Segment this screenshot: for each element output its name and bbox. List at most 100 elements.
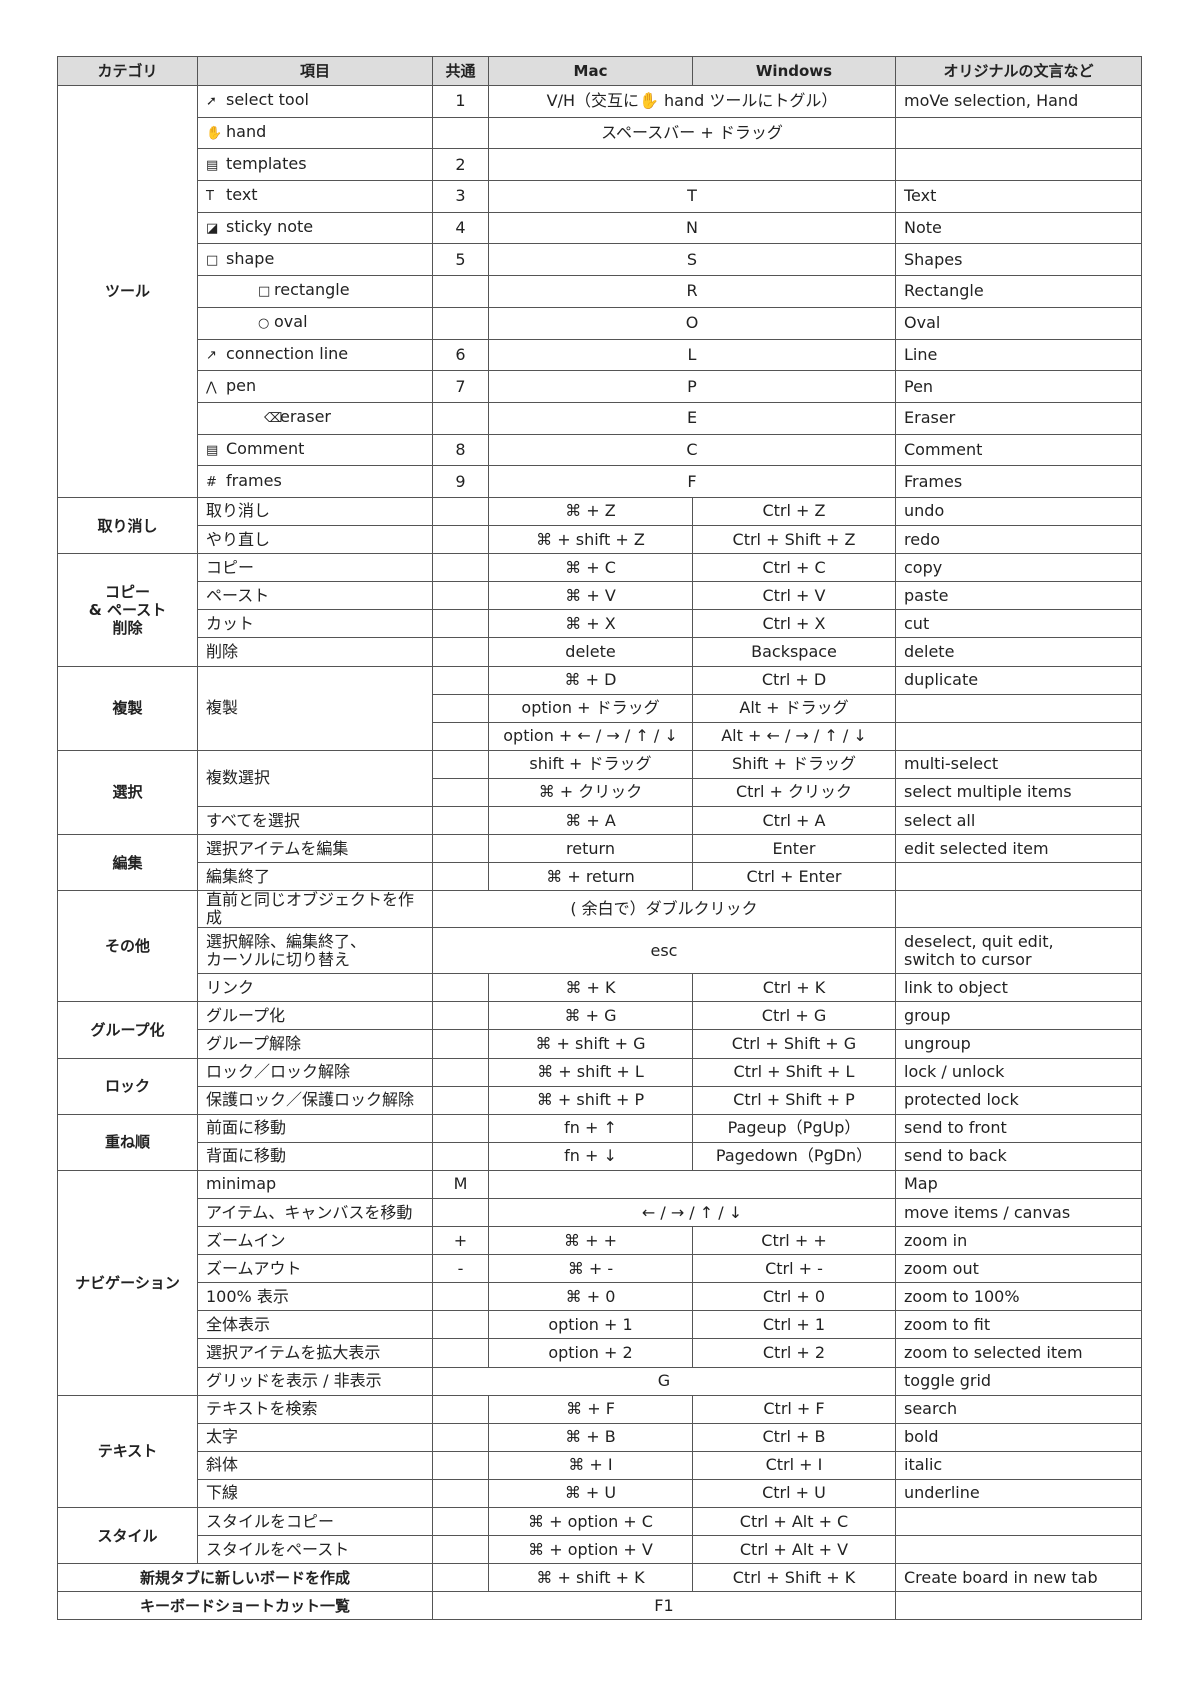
common-cell <box>432 496 489 527</box>
item-label: hand <box>226 122 267 142</box>
common-cell <box>432 1394 489 1424</box>
item-cell: 選択解除、編集終了、 カーソルに切り替え <box>197 927 433 975</box>
original-cell: edit selected item <box>895 834 1142 864</box>
category-cell: 取り消し <box>57 496 198 555</box>
common-cell <box>432 1422 489 1452</box>
windows-cell: Ctrl + F <box>692 1394 896 1424</box>
windows-cell: Ctrl + G <box>692 1001 896 1031</box>
table-row: ナビゲーション minimap M Map <box>57 1169 1142 1396</box>
original-cell: Frames <box>895 465 1142 498</box>
shortcut-cell: ( 余白で）ダブルクリック <box>432 890 896 929</box>
table-row: ◪ sticky note 4 N Note <box>58 211 1142 245</box>
item-cell: グループ解除 <box>197 1029 433 1059</box>
item-cell: 複数選択 <box>197 749 433 807</box>
item-label: 背面に移動 <box>206 1146 287 1166</box>
shortcut-cell <box>488 1169 896 1200</box>
category-cell: その他 <box>57 890 198 1003</box>
mac-cell: ⌘ + A <box>488 805 693 836</box>
windows-cell: Ctrl + K <box>692 973 896 1003</box>
common-cell <box>432 275 489 308</box>
mac-cell: fn + ↓ <box>488 1141 693 1171</box>
original-cell: paste <box>895 581 1142 611</box>
item-label: 取り消し <box>206 501 271 521</box>
windows-cell: Ctrl + Alt + V <box>692 1535 896 1565</box>
table-body: ツール ➚ select tool 1 V/H（交互に✋ hand ツールにトグル） mo… <box>57 85 1142 1621</box>
item-cell: 保護ロック／保護ロック解除 <box>197 1085 433 1115</box>
item-cell: 削除 <box>197 637 433 667</box>
common-cell <box>432 1197 489 1228</box>
tool-icon: ○ <box>258 316 270 332</box>
windows-cell: Ctrl + V <box>692 581 896 611</box>
item-label: shape <box>226 248 275 268</box>
mac-cell: ⌘ + F <box>488 1394 693 1424</box>
shortcut-cell: R <box>488 275 896 308</box>
table-row: 選択アイテムを拡大表示 option + 2 Ctrl + 2 zoom to sel… <box>58 1338 1142 1368</box>
item-cell: 直前と同じオブジェクトを作成 <box>197 890 433 929</box>
windows-cell: Alt + ← / → / ↑ / ↓ <box>692 721 896 751</box>
item-cell: ↗ connection line <box>197 338 433 372</box>
mac-cell: option + 2 <box>488 1338 693 1368</box>
item-label: グループ解除 <box>206 1033 302 1053</box>
shortcut-cell <box>488 148 896 182</box>
common-cell <box>432 525 489 555</box>
common-cell <box>432 609 489 639</box>
common-cell <box>432 973 489 1003</box>
original-cell <box>895 890 1142 929</box>
item-label: 全体表示 <box>206 1314 271 1334</box>
windows-cell: Ctrl + D <box>692 665 896 695</box>
table-row: # frames 9 F Frames <box>58 465 1142 498</box>
common-cell: 8 <box>432 433 489 467</box>
table-row: 全体表示 option + 1 Ctrl + 1 zoom to fit <box>58 1310 1142 1340</box>
category-cell: 選択 <box>57 749 198 836</box>
common-cell <box>432 1535 489 1565</box>
mac-cell: ⌘ + option + V <box>488 1535 693 1565</box>
mac-cell: delete <box>488 637 693 667</box>
windows-cell: Ctrl + 0 <box>692 1282 896 1312</box>
original-cell <box>895 1591 1142 1621</box>
windows-cell: Ctrl + Shift + P <box>692 1085 896 1115</box>
item-label: やり直し <box>206 529 271 549</box>
table-row: ○ oval O Oval <box>58 306 1142 340</box>
item-label: connection line <box>226 343 349 363</box>
item-label: カット <box>206 613 255 633</box>
table-row: option + ← / → / ↑ / ↓ Alt + ← / → / ↑ / … <box>58 721 1142 751</box>
category-cell: ツール <box>57 85 198 498</box>
common-cell: M <box>432 1169 489 1200</box>
mac-cell: ⌘ + V <box>488 581 693 611</box>
common-cell: 2 <box>432 148 489 182</box>
original-cell <box>895 862 1142 892</box>
item-label: sticky note <box>226 217 314 237</box>
windows-cell: Ctrl + Z <box>692 496 896 527</box>
windows-cell: Pageup（PgUp） <box>692 1113 896 1143</box>
item-label: 複数選択 <box>206 768 271 788</box>
shortcut-cell: F1 <box>432 1591 896 1621</box>
original-cell: moVe selection, Hand <box>895 85 1142 118</box>
table-row: キーボードショートカット一覧 F1 <box>57 1591 1142 1621</box>
shortcut-cell: P <box>488 370 896 403</box>
item-label: 太字 <box>206 1427 239 1447</box>
mac-cell: return <box>488 834 693 864</box>
item-cell: ズームイン <box>197 1226 433 1256</box>
common-cell <box>432 581 489 611</box>
mac-cell: ⌘ + + <box>488 1226 693 1256</box>
original-cell: lock / unlock <box>895 1057 1142 1087</box>
item-label: pen <box>226 375 257 395</box>
item-label: minimap <box>206 1174 277 1194</box>
original-cell: italic <box>895 1450 1142 1480</box>
windows-cell: Ctrl + Shift + L <box>692 1057 896 1087</box>
windows-cell: Ctrl + X <box>692 609 896 639</box>
shortcut-cell: G <box>432 1366 896 1396</box>
mac-cell: ⌘ + I <box>488 1450 693 1480</box>
item-cell: リンク <box>197 973 433 1003</box>
item-label: frames <box>226 470 282 490</box>
original-cell: redo <box>895 525 1142 555</box>
mac-cell: option + ドラッグ <box>488 693 693 723</box>
original-cell: Pen <box>895 370 1142 403</box>
table-row: ⋀ pen 7 P Pen <box>58 370 1142 403</box>
item-label: 直前と同じオブジェクトを作成 <box>206 890 415 928</box>
original-cell: send to front <box>895 1113 1142 1143</box>
item-label: ペースト <box>206 585 270 605</box>
